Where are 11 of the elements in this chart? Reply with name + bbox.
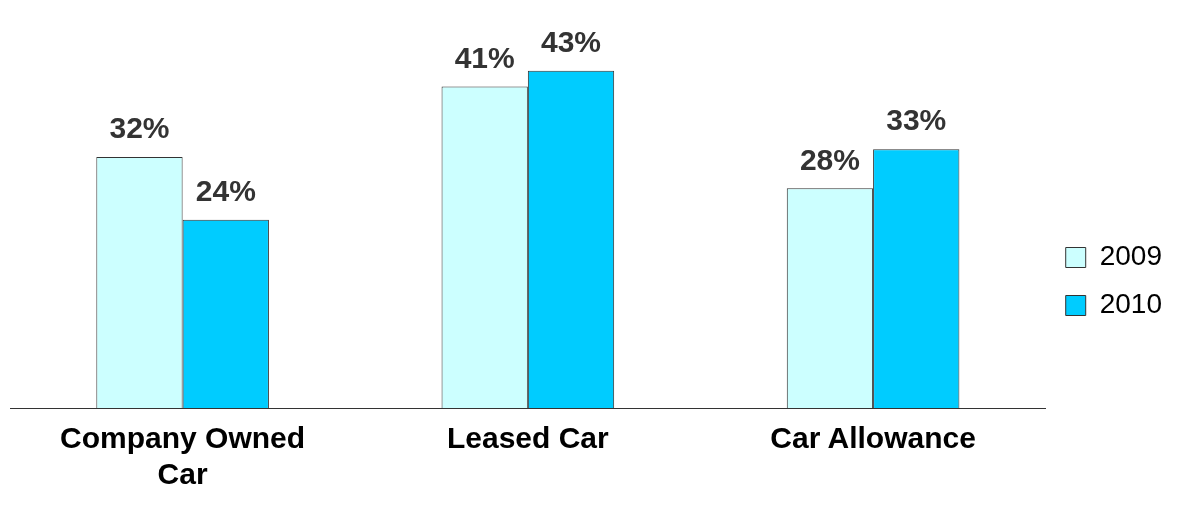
data-label: 43%: [540, 24, 602, 58]
legend-label: 2009: [1099, 240, 1163, 272]
legend-label: 2010: [1099, 288, 1163, 320]
data-label: 33%: [886, 103, 947, 137]
data-label: 28%: [799, 142, 860, 176]
x-tick-label: Car Allowance: [770, 421, 976, 455]
data-label: 24%: [195, 174, 256, 207]
data-label: 41%: [454, 40, 515, 74]
data-label: 32%: [109, 111, 170, 145]
x-tick-label: Company Owned Car: [60, 421, 306, 491]
x-tick-label: Leased Car: [446, 421, 610, 455]
